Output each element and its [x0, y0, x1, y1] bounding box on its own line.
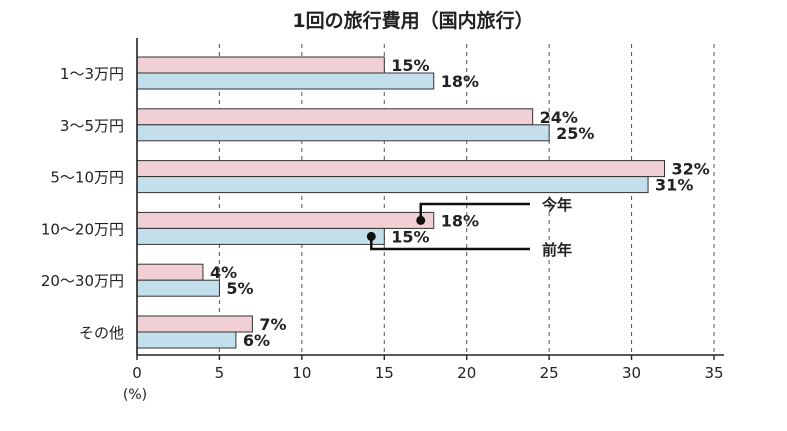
data-label: 18%	[441, 211, 479, 230]
data-label: 18%	[441, 72, 479, 91]
legend-marker-this-year	[416, 215, 426, 225]
data-label: 24%	[540, 108, 578, 127]
x-unit-label: (%)	[123, 387, 147, 403]
bar-last-year	[136, 279, 220, 297]
legend-label-this-year: 今年	[541, 196, 572, 214]
bar-last-year	[136, 176, 649, 194]
x-tick-label: 15	[375, 364, 394, 382]
bar-this-year	[136, 211, 435, 229]
x-tick-label: 20	[457, 364, 476, 382]
legend-label-last-year: 前年	[542, 241, 572, 259]
x-tick-label: 10	[292, 364, 311, 382]
bar-this-year	[136, 315, 253, 333]
data-label: 15%	[391, 56, 429, 75]
data-label: 4%	[210, 263, 237, 282]
axes	[136, 38, 724, 360]
x-tick-labels: 0 5 10 15 20 25 30 35	[132, 364, 723, 382]
data-label: 5%	[226, 279, 253, 298]
x-tick-label: 30	[622, 364, 641, 382]
x-tick-label: 5	[215, 364, 225, 382]
data-label: 25%	[556, 124, 594, 143]
category-label: 3〜5万円	[60, 117, 124, 135]
bar-this-year	[136, 160, 666, 178]
data-label: 32%	[672, 160, 710, 179]
legend-leader-this-year	[419, 202, 530, 221]
data-label: 15%	[391, 227, 429, 246]
data-label: 6%	[243, 331, 270, 350]
x-tick-label: 25	[540, 364, 559, 382]
category-label: 5〜10万円	[50, 169, 124, 187]
category-label: 10〜20万円	[41, 220, 124, 238]
x-tick-label: 35	[704, 364, 723, 382]
data-labels: 15% 18% 24%25% 32%31% 18% 15% 4%5% 7%6%	[210, 56, 710, 350]
data-label: 7%	[259, 315, 286, 334]
x-tick-label: 0	[132, 364, 142, 382]
bar-this-year	[136, 108, 534, 126]
bar-this-year	[136, 56, 385, 74]
bar-last-year	[136, 227, 385, 245]
chart-title: 1回の旅行費用（国内旅行）	[292, 9, 533, 32]
category-label: 1〜3万円	[60, 65, 124, 83]
bar-this-year	[136, 263, 204, 281]
gridlines	[218, 44, 715, 355]
category-label: その他	[79, 324, 124, 342]
bar-last-year	[136, 124, 550, 142]
bar-last-year	[136, 331, 237, 349]
bar-last-year	[136, 72, 435, 90]
legend-marker-last-year	[366, 231, 376, 241]
data-label: 31%	[655, 176, 693, 195]
bars	[136, 56, 666, 349]
category-label: 20〜30万円	[41, 272, 124, 290]
